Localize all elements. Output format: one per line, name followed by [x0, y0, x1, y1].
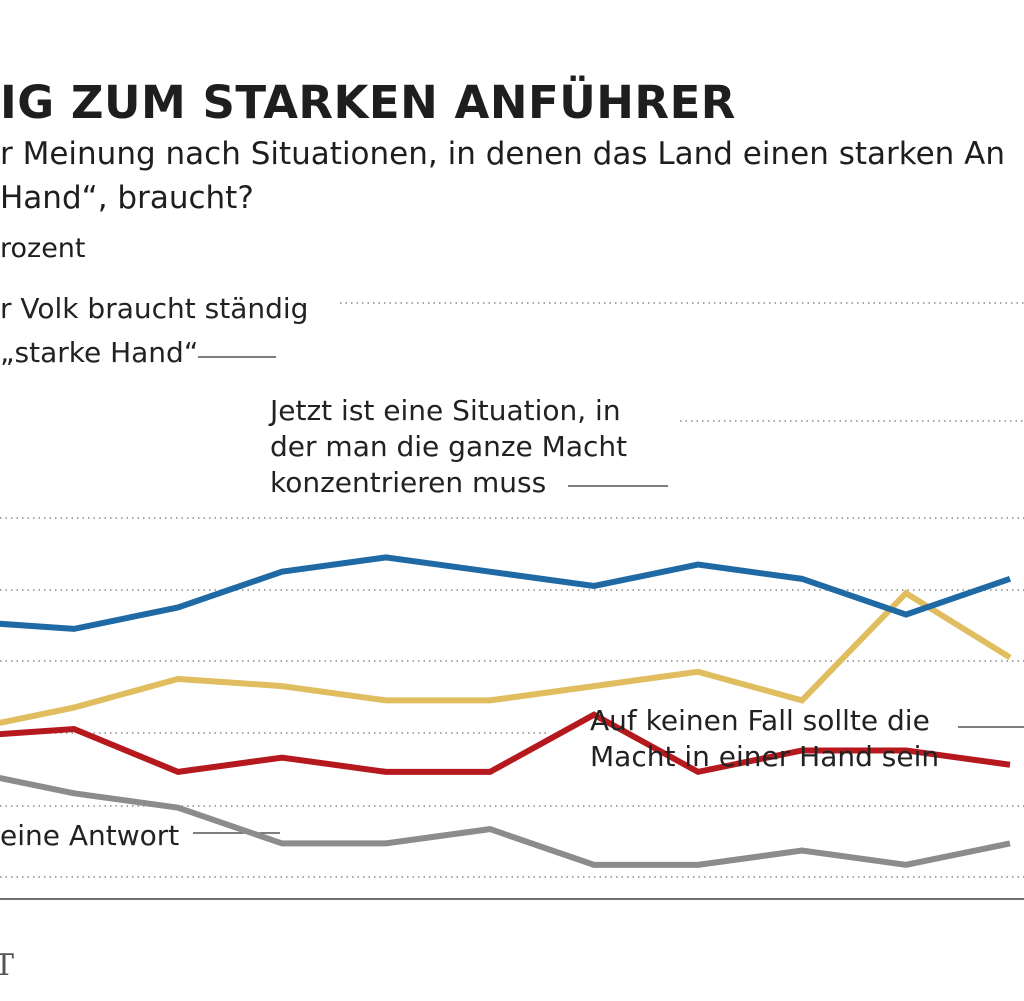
series-label-line: „starke Hand“: [0, 336, 198, 369]
chart-subtitle-line-2: Hand“, braucht?: [0, 180, 254, 216]
unit-label: rozent: [0, 233, 86, 264]
publisher-logo: T: [0, 948, 14, 983]
series-label-line: der man die ganze Macht: [270, 430, 627, 463]
gridlines: [0, 302, 1024, 878]
series-label-line: eine Antwort: [0, 819, 179, 852]
series-label-line: Macht in einer Hand sein: [590, 740, 939, 773]
series-label-line: Auf keinen Fall sollte die: [590, 704, 930, 737]
series-label-line: r Volk braucht ständig: [0, 292, 308, 325]
chart-title: IG ZUM STARKEN ANFÜHRER: [0, 76, 736, 129]
series-label-line: konzentrieren muss: [270, 466, 546, 499]
series-labels: r Volk braucht ständig „starke Hand“ Jetzt…: [0, 292, 939, 852]
series-line: [0, 554, 1011, 632]
series-label-line: Jetzt ist eine Situation, in: [268, 394, 621, 427]
chart-subtitle-line-1: r Meinung nach Situationen, in denen das…: [0, 136, 1006, 172]
series-line: [0, 711, 1011, 776]
series-line: [0, 589, 1012, 726]
label-leader-lines: [193, 356, 1024, 834]
series-line: [0, 775, 1011, 868]
series-lines: [0, 554, 1012, 868]
